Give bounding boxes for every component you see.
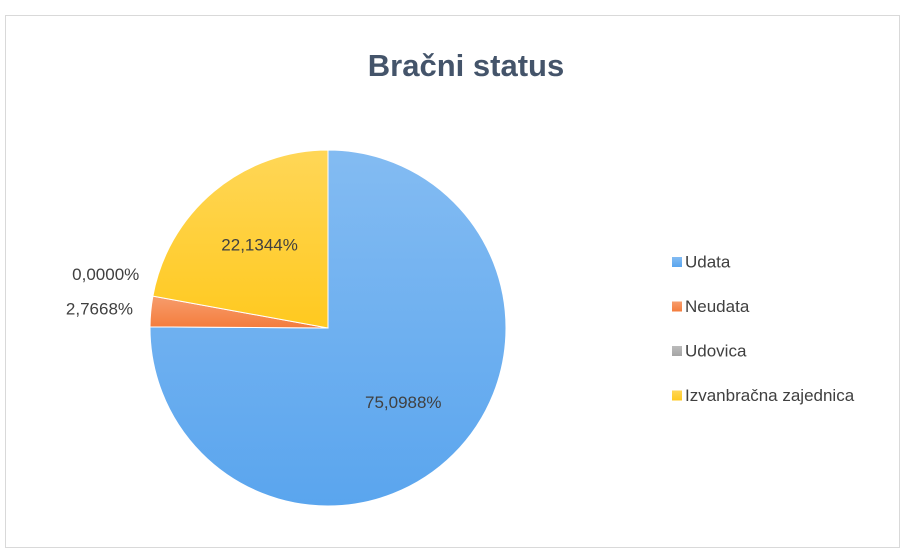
data-label: 75,0988% xyxy=(365,393,442,412)
pie-slice xyxy=(152,149,329,329)
data-label: 2,7668% xyxy=(66,299,133,318)
data-label: 0,0000% xyxy=(72,265,139,284)
data-label: 22,1344% xyxy=(221,235,298,254)
legend-swatch xyxy=(672,346,682,356)
legend-label: Udovica xyxy=(685,341,747,360)
pie-slice xyxy=(149,149,507,507)
legend-label: Udata xyxy=(685,252,731,271)
chart-title: Bračni status xyxy=(368,48,564,83)
legend-label: Izvanbračna zajednica xyxy=(685,386,855,405)
legend-swatch xyxy=(672,390,682,401)
legend-label: Neudata xyxy=(685,297,750,316)
legend-swatch xyxy=(672,257,682,267)
legend-swatch xyxy=(672,301,682,312)
